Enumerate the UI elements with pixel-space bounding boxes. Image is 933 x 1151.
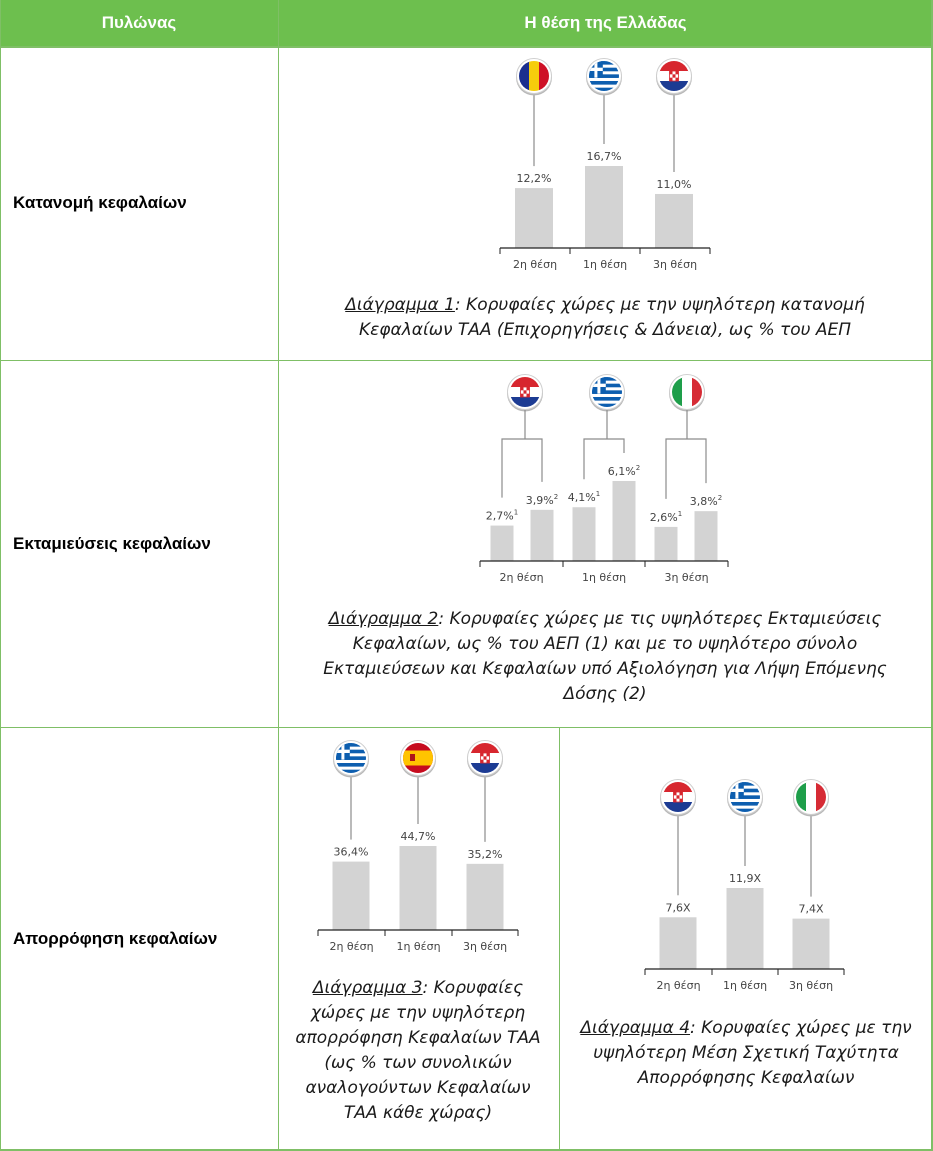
tick-label: 1η θέση [582, 571, 626, 584]
chart-disbursements: 2,7%1 3,9%2 4,1%1 6,1%2 2,6%1 3,8%2 2η θέση 1η … [479, 374, 729, 584]
tick-label: 2η θέση [513, 258, 557, 271]
header-greece-position: Η θέση της Ελλάδας [278, 0, 933, 46]
grid-line [0, 0, 1, 1151]
data-label: 7,4X [798, 903, 823, 916]
caption-label: Διάγραμμα 3 [312, 978, 423, 998]
tick-label: 3η θέση [653, 258, 697, 271]
greece-flag-icon [589, 374, 625, 412]
pillar-disbursements: Εκταμιεύσεις κεφαλαίων [13, 533, 211, 553]
tick-label: 2η θέση [656, 979, 700, 992]
grid-line [0, 46, 933, 48]
data-label: 4,1%1 [568, 490, 600, 504]
label-superscript: 2 [718, 494, 722, 502]
label-superscript: 2 [554, 493, 558, 501]
caption-label: Διάγραμμα 1 [345, 295, 455, 315]
bar [694, 511, 718, 561]
chart-absorption-speed: 7,6X 11,9X 7,4X 2η θέση 1η θέση 3η θέση [644, 779, 845, 992]
romania-flag-icon [516, 58, 552, 96]
caption-label: Διάγραμμα 2 [328, 609, 439, 629]
data-label: 2,7%1 [486, 509, 518, 523]
bracket-line [665, 438, 707, 499]
bar [530, 509, 554, 561]
header-pillar: Πυλώνας [0, 0, 278, 46]
bar [490, 525, 514, 561]
bar [399, 846, 437, 930]
tick-label: 3η θέση [463, 940, 507, 953]
data-label: 7,6X [665, 901, 690, 914]
data-label: 11,0% [657, 178, 692, 191]
croatia-flag-icon [660, 779, 696, 817]
bar [585, 166, 623, 248]
label-superscript: 1 [514, 509, 518, 517]
label-superscript: 2 [636, 464, 640, 472]
grid-line [0, 1149, 933, 1151]
croatia-flag-icon [507, 374, 543, 412]
bar [792, 918, 830, 969]
bracket-line [583, 438, 625, 480]
data-label: 16,7% [587, 150, 622, 163]
bar [726, 888, 764, 969]
bracket-line [501, 438, 543, 498]
caption-chart-3: Διάγραμμα 3: Κορυφαίες χώρες με την υψηλ… [290, 976, 546, 1126]
greece-flag-icon [727, 779, 763, 817]
pillar-allocation: Κατανομή κεφαλαίων [13, 193, 187, 212]
tick-label: 2η θέση [499, 571, 543, 584]
bar [515, 188, 553, 248]
grid-line [278, 0, 279, 1151]
data-label: 3,9%2 [526, 493, 558, 507]
greece-flag-icon [586, 58, 622, 96]
data-label: 44,7% [401, 830, 436, 843]
chart-allocation: 12,2% 16,7% 11,0% 2η θέση 1η θέση 3η θέση [499, 58, 711, 271]
data-label: 35,2% [468, 848, 503, 861]
caption-text: : Κορυφαίες χώρες με την υψηλότερη Μέση … [593, 1018, 912, 1088]
tick-label: 1η θέση [396, 940, 440, 953]
pillar-absorption: Απορρόφηση κεφαλαίων [13, 929, 218, 948]
croatia-flag-icon [656, 58, 692, 96]
tick-label: 1η θέση [723, 979, 767, 992]
data-label: 2,6%1 [650, 510, 682, 524]
croatia-flag-icon [467, 740, 503, 778]
spain-flag-icon [400, 740, 436, 778]
caption-label: Διάγραμμα 4 [580, 1018, 691, 1038]
tick-label: 3η θέση [789, 979, 833, 992]
grid-line [0, 727, 933, 728]
data-label: 3,8%2 [690, 494, 722, 508]
bar [572, 507, 596, 561]
bar [655, 193, 693, 248]
chart-absorption: 36,4% 44,7% 35,2% 2η θέση 1η θέση 3η θέση [317, 740, 519, 953]
data-label: 11,9X [729, 872, 761, 885]
tick-label: 1η θέση [583, 258, 627, 271]
grid-line [559, 727, 560, 1151]
italy-flag-icon [793, 779, 829, 817]
bar [654, 526, 678, 561]
bar [659, 917, 697, 969]
tick-label: 3η θέση [664, 571, 708, 584]
data-label: 12,2% [517, 172, 552, 185]
caption-text: : Κορυφαίες χώρες με την υψηλότερη απορρ… [295, 978, 541, 1123]
bar [466, 863, 504, 930]
caption-text: : Κορυφαίες χώρες με τις υψηλότερες Εκτα… [323, 609, 887, 704]
caption-text: : Κορυφαίες χώρες με την υψηλότερη καταν… [358, 295, 865, 340]
caption-chart-4: Διάγραμμα 4: Κορυφαίες χώρες με την υψηλ… [566, 1016, 926, 1091]
grid-line [931, 0, 933, 1151]
label-superscript: 1 [596, 490, 600, 498]
caption-chart-2: Διάγραμμα 2: Κορυφαίες χώρες με τις υψηλ… [295, 607, 915, 707]
data-label: 36,4% [334, 846, 369, 859]
caption-chart-1: Διάγραμμα 1: Κορυφαίες χώρες με την υψηλ… [300, 293, 910, 343]
bar [612, 481, 636, 561]
grid-line [0, 360, 933, 361]
label-superscript: 1 [678, 510, 682, 518]
greece-flag-icon [333, 740, 369, 778]
data-label: 6,1%2 [608, 464, 640, 478]
bar [332, 861, 370, 930]
tick-label: 2η θέση [329, 940, 373, 953]
italy-flag-icon [669, 374, 705, 412]
